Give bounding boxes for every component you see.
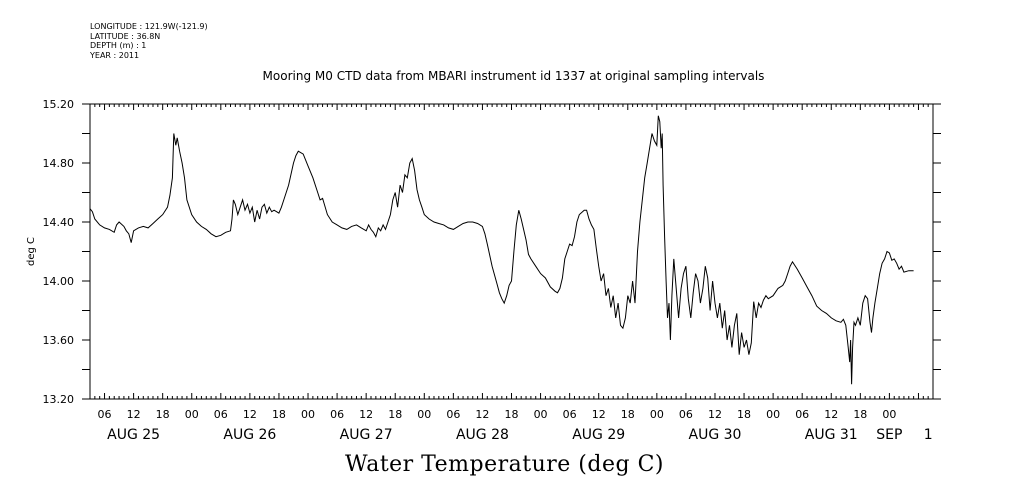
x-day-label: 1 bbox=[924, 427, 933, 443]
x-hour-tick-label: 12 bbox=[708, 408, 722, 421]
x-hour-tick-label: 12 bbox=[243, 408, 257, 421]
plot-frame bbox=[89, 103, 934, 400]
series-line bbox=[89, 115, 914, 385]
x-hour-tick-label: 12 bbox=[359, 408, 373, 421]
x-hour-tick-label: 06 bbox=[446, 408, 460, 421]
y-tick-label: 14.80 bbox=[43, 157, 75, 170]
bottom-title: Water Temperature (deg C) bbox=[345, 452, 664, 477]
x-hour-tick-label: 12 bbox=[127, 408, 141, 421]
x-hour-tick-label: 12 bbox=[824, 408, 838, 421]
x-hour-tick-label: 00 bbox=[534, 408, 548, 421]
latitude-text: LATITUDE : 36.8N bbox=[90, 31, 161, 41]
x-hour-tick-label: 00 bbox=[417, 408, 431, 421]
x-hour-tick-label: 18 bbox=[156, 408, 170, 421]
x-day-label: AUG 26 bbox=[223, 427, 276, 443]
x-hour-tick-label: 06 bbox=[330, 408, 344, 421]
x-day-label: AUG 30 bbox=[689, 427, 742, 443]
x-hour-tick-label: 18 bbox=[388, 408, 402, 421]
chart-title: Mooring M0 CTD data from MBARI instrumen… bbox=[262, 69, 765, 83]
x-hour-tick-label: 18 bbox=[737, 408, 751, 421]
y-tick-label: 15.20 bbox=[43, 98, 75, 111]
x-day-label: SEP bbox=[876, 427, 902, 443]
y-tick-label: 14.00 bbox=[43, 275, 75, 288]
y-tick-label: 13.60 bbox=[43, 334, 75, 347]
x-day-label: AUG 29 bbox=[572, 427, 625, 443]
x-day-label: AUG 27 bbox=[340, 427, 393, 443]
year-text: YEAR : 2011 bbox=[90, 50, 140, 60]
x-hour-tick-label: 00 bbox=[301, 408, 315, 421]
depth-text: DEPTH (m) : 1 bbox=[90, 41, 147, 50]
metadata-block: LONGITUDE : 121.9W(-121.9) LATITUDE : 36… bbox=[90, 22, 208, 60]
x-hour-tick-label: 18 bbox=[505, 408, 519, 421]
x-day-label: AUG 31 bbox=[805, 427, 858, 443]
x-hour-tick-label: 00 bbox=[650, 408, 664, 421]
x-hour-tick-label: 18 bbox=[853, 408, 867, 421]
x-hour-tick-label: 06 bbox=[563, 408, 577, 421]
x-day-label: AUG 25 bbox=[107, 427, 160, 443]
x-hour-tick-label: 06 bbox=[679, 408, 693, 421]
x-hour-tick-label: 00 bbox=[882, 408, 896, 421]
x-hour-tick-label: 06 bbox=[795, 408, 809, 421]
ticks-layer bbox=[82, 103, 941, 400]
longitude-text: LONGITUDE : 121.9W(-121.9) bbox=[90, 22, 208, 31]
y-axis-label: deg C bbox=[26, 237, 37, 266]
x-hour-tick-label: 12 bbox=[475, 408, 489, 421]
y-tick-label: 14.40 bbox=[43, 216, 75, 229]
x-hour-tick-label: 06 bbox=[214, 408, 228, 421]
x-hour-tick-label: 06 bbox=[98, 408, 112, 421]
x-hour-tick-label: 18 bbox=[272, 408, 286, 421]
x-day-label: AUG 28 bbox=[456, 427, 509, 443]
x-hour-tick-label: 18 bbox=[621, 408, 635, 421]
y-tick-label: 13.20 bbox=[43, 393, 75, 406]
x-hour-tick-label: 00 bbox=[766, 408, 780, 421]
x-hour-tick-label: 00 bbox=[185, 408, 199, 421]
x-hour-tick-label: 12 bbox=[592, 408, 606, 421]
labels-layer: 06 12 18 00 06 12 18 00 06 12 18 00 06 12 18 00 06 12 18 00… bbox=[43, 98, 933, 443]
